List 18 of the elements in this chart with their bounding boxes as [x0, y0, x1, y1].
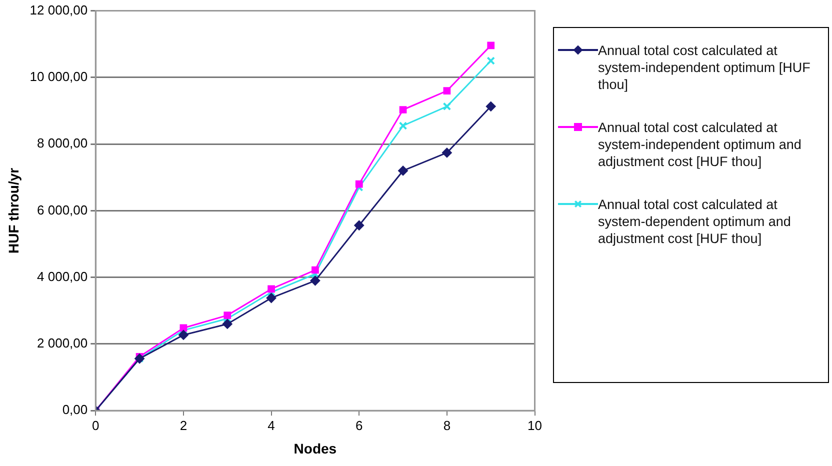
y-tick-label: 8 000,00 — [37, 136, 88, 151]
x-tick-label: 2 — [180, 418, 188, 433]
x-tick-label: 8 — [443, 418, 451, 433]
legend-label: Annual total cost calculated at system-independent optimum [HUF thou] — [598, 42, 812, 93]
x-tick-label: 6 — [356, 418, 363, 433]
y-tick-label: 4 000,00 — [37, 268, 88, 284]
y-tick-label: 10 000,00 — [30, 69, 88, 84]
x-tick-label: 4 — [268, 418, 275, 433]
y-tick-label: 0,00 — [62, 402, 88, 418]
y-axis-title: HUF throu/yr — [5, 167, 22, 254]
x-tick-label: 0 — [92, 418, 100, 433]
y-tick-label: 2 000,00 — [37, 336, 88, 351]
y-tick-label: 6 000,00 — [37, 202, 88, 218]
x-tick-label: 10 — [528, 418, 542, 433]
legend-label: Annual total cost calculated at system-dependent optimum and adjustment cost [HUF thou] — [598, 196, 792, 247]
y-tick-label: 12 000,00 — [30, 2, 88, 18]
x-axis-title: Nodes — [294, 440, 337, 456]
legend-label: Annual total cost calculated at system-independent optimum and adjustment cost [HUF thou] — [598, 119, 802, 170]
